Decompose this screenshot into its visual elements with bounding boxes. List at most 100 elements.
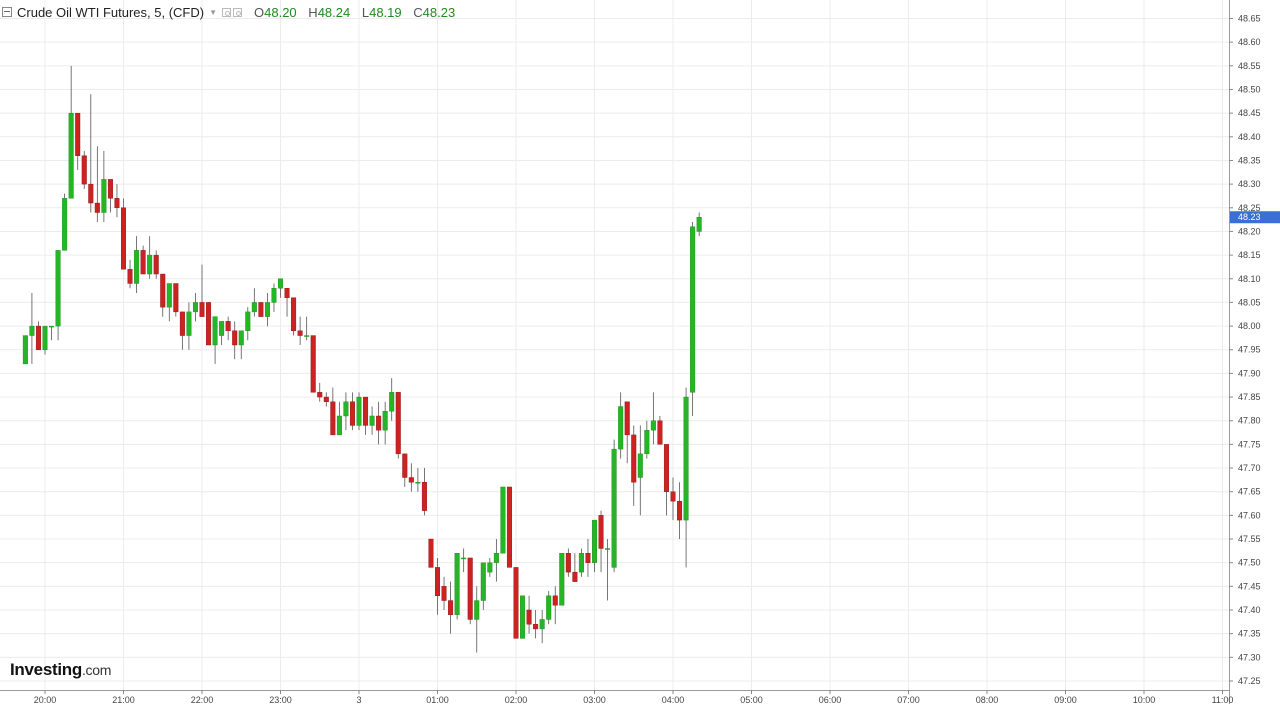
candle-body-down bbox=[408, 477, 414, 483]
candle-body-down bbox=[585, 553, 591, 563]
candle bbox=[552, 586, 558, 625]
y-tick-label: 48.25 bbox=[1238, 203, 1261, 213]
candle-body-down bbox=[94, 202, 100, 213]
open-label: O bbox=[254, 4, 265, 20]
candle bbox=[68, 65, 74, 199]
candle-body-down bbox=[598, 515, 604, 549]
y-tick-label: 47.45 bbox=[1238, 581, 1261, 591]
ohlc-readout: O48.20 H48.24 L48.19 C48.23 bbox=[254, 5, 463, 20]
x-tick-label: 03:00 bbox=[583, 695, 606, 704]
y-tick-label: 47.75 bbox=[1238, 439, 1261, 449]
candle bbox=[402, 453, 408, 487]
x-tick-label: 04:00 bbox=[662, 695, 685, 704]
candle bbox=[637, 425, 643, 516]
candle bbox=[572, 553, 578, 582]
candle bbox=[408, 463, 414, 492]
candle-body-down bbox=[88, 183, 94, 204]
candle-body-down bbox=[206, 302, 212, 346]
candle-body-up bbox=[461, 557, 467, 560]
y-tick-label: 47.25 bbox=[1238, 676, 1261, 686]
candle-body-up bbox=[22, 335, 28, 365]
dropdown-caret-icon[interactable]: ▼ bbox=[209, 7, 217, 17]
y-tick-label: 47.90 bbox=[1238, 368, 1261, 378]
candle-body-up bbox=[605, 548, 611, 550]
candle-body-up bbox=[264, 302, 270, 317]
candle-body-down bbox=[506, 486, 512, 568]
candle bbox=[578, 548, 584, 577]
x-tick-label: 10:00 bbox=[1133, 695, 1156, 704]
candle bbox=[435, 557, 441, 615]
candle-body-up bbox=[356, 396, 362, 426]
candle bbox=[546, 591, 552, 625]
candle-body-down bbox=[199, 302, 205, 317]
candle-body-down bbox=[421, 482, 427, 511]
close-study-icon[interactable] bbox=[233, 7, 242, 17]
candle-body-down bbox=[677, 500, 683, 521]
candle bbox=[520, 595, 526, 639]
y-tick-label: 48.45 bbox=[1238, 108, 1261, 118]
high-value: 48.24 bbox=[317, 4, 351, 20]
candle bbox=[677, 482, 683, 540]
candle bbox=[114, 184, 120, 218]
candle bbox=[565, 548, 571, 577]
candle bbox=[389, 378, 395, 421]
candle-body-down bbox=[363, 396, 369, 426]
candle bbox=[179, 311, 185, 350]
candle-body-up bbox=[539, 619, 545, 630]
candle bbox=[513, 567, 519, 639]
candle-body-up bbox=[245, 311, 251, 332]
settings-icon[interactable] bbox=[222, 7, 231, 17]
candle-body-down bbox=[428, 538, 434, 568]
candle-body-down bbox=[81, 155, 87, 185]
candle bbox=[166, 283, 172, 322]
candle-body-down bbox=[291, 297, 297, 332]
candle-body-up bbox=[212, 316, 218, 346]
close-value: 48.23 bbox=[422, 4, 456, 20]
y-tick-label: 48.50 bbox=[1238, 84, 1261, 94]
candle-body-down bbox=[160, 273, 166, 308]
y-tick-label: 47.65 bbox=[1238, 487, 1261, 497]
candle-body-down bbox=[441, 586, 447, 601]
collapse-icon[interactable] bbox=[2, 7, 12, 17]
y-tick-label: 48.20 bbox=[1238, 226, 1261, 236]
candle-body-up bbox=[474, 600, 480, 620]
candle-body-up bbox=[500, 486, 506, 554]
y-tick-label: 47.80 bbox=[1238, 416, 1261, 426]
candle-body-down bbox=[323, 396, 329, 402]
candle-body-up bbox=[559, 553, 565, 606]
candle bbox=[349, 392, 355, 431]
candle bbox=[232, 321, 238, 360]
candle bbox=[598, 510, 604, 573]
y-tick-label: 47.85 bbox=[1238, 392, 1261, 402]
candle-body-up bbox=[637, 453, 643, 478]
y-tick-label: 48.40 bbox=[1238, 132, 1261, 142]
candle bbox=[343, 392, 349, 431]
y-tick-label: 47.95 bbox=[1238, 345, 1261, 355]
candle-body-down bbox=[107, 179, 113, 199]
candle bbox=[585, 539, 591, 577]
y-tick-label: 47.70 bbox=[1238, 463, 1261, 473]
low-label: L bbox=[361, 4, 370, 20]
candle bbox=[134, 236, 140, 293]
y-axis-ticks: 48.65 48.60 48.55 48.50 48.45 48.40 48.35 48.30… bbox=[1229, 14, 1261, 686]
candle-body-up bbox=[611, 448, 617, 568]
y-tick-label: 48.60 bbox=[1238, 37, 1261, 47]
candle bbox=[304, 316, 310, 341]
candle bbox=[42, 325, 48, 355]
candle-body-up bbox=[578, 553, 584, 573]
y-tick-label: 47.50 bbox=[1238, 558, 1261, 568]
candle-body-down bbox=[127, 269, 133, 284]
candle bbox=[467, 557, 473, 625]
candle-body-down bbox=[526, 609, 532, 625]
x-tick-label: 11:00 bbox=[1212, 695, 1234, 704]
candle bbox=[363, 396, 369, 435]
candle-body-down bbox=[376, 415, 382, 431]
candle bbox=[35, 321, 41, 350]
y-tick-label: 48.00 bbox=[1238, 321, 1261, 331]
candle-body-up bbox=[68, 112, 74, 199]
x-tick-label: 3 bbox=[356, 695, 361, 704]
candle bbox=[657, 415, 663, 445]
candle bbox=[493, 539, 499, 582]
candle bbox=[101, 150, 107, 222]
